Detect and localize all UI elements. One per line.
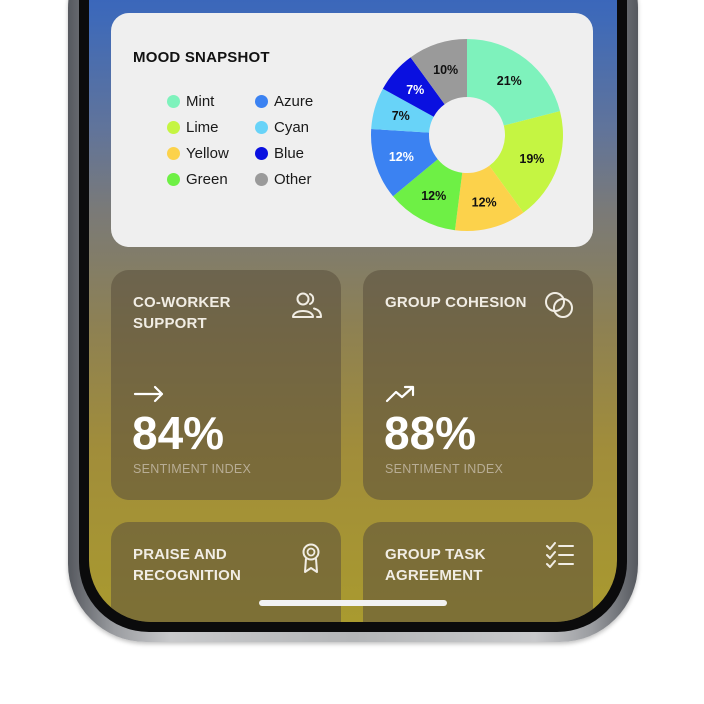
legend-swatch xyxy=(255,147,268,160)
donut-label-green: 12% xyxy=(421,189,446,203)
donut-slice-blue[interactable] xyxy=(382,57,445,117)
tile-subtitle: SENTIMENT INDEX xyxy=(133,462,252,476)
donut-label-lime: 19% xyxy=(519,152,544,166)
flat-arrow-icon xyxy=(133,385,164,403)
circles-icon xyxy=(545,292,573,318)
legend-label: Blue xyxy=(274,145,305,162)
phone-screen: MOOD SNAPSHOT Mint Lime Yellow Green Azure Cy… xyxy=(89,0,617,622)
tile-title: GROUP COHESION xyxy=(385,294,527,311)
checklist-icon xyxy=(546,542,574,568)
group-cohesion-tile[interactable]: GROUP COHESION 88% SENTIMENT INDEX xyxy=(363,270,593,500)
donut-slice-yellow[interactable] xyxy=(454,165,524,231)
legend-label: Green xyxy=(186,171,228,188)
donut-slice-other[interactable] xyxy=(410,39,467,105)
legend-label: Other xyxy=(274,171,312,188)
tile-subtitle: SENTIMENT INDEX xyxy=(385,462,504,476)
coworker-support-tile[interactable]: CO-WORKER SUPPORT 84% SENTIMENT INDEX xyxy=(111,270,341,500)
home-indicator[interactable] xyxy=(259,600,447,606)
donut-slice-lime[interactable] xyxy=(489,111,563,213)
donut-label-azure: 12% xyxy=(389,150,414,164)
donut-slice-mint[interactable] xyxy=(467,39,560,126)
tile-title: GROUP TASK AGREEMENT xyxy=(385,546,486,584)
donut-label-cyan: 7% xyxy=(392,109,410,123)
legend-swatch xyxy=(255,173,268,186)
legend-swatch xyxy=(255,121,268,134)
donut-label-yellow: 12% xyxy=(472,195,497,209)
group-task-agreement-tile[interactable]: GROUP TASK AGREEMENT xyxy=(363,522,593,622)
legend-swatch xyxy=(167,95,180,108)
donut-label-mint: 21% xyxy=(497,74,522,88)
legend-label: Yellow xyxy=(186,145,229,162)
mood-donut-chart[interactable]: 21% 19% 12% 12% 12% 7% 7% 10% xyxy=(367,35,567,235)
donut-slice-cyan[interactable] xyxy=(371,88,434,133)
legend-label: Cyan xyxy=(274,119,310,136)
legend-swatch xyxy=(167,121,180,134)
donut-label-other: 10% xyxy=(433,63,458,77)
legend-swatch xyxy=(167,147,180,160)
donut-label-blue: 7% xyxy=(406,83,424,97)
mood-snapshot-title: MOOD SNAPSHOT xyxy=(133,49,270,66)
coworker-support-value: 84% xyxy=(132,407,225,459)
trending-up-icon xyxy=(385,385,415,403)
legend-label: Mint xyxy=(186,93,215,110)
tile-title: CO-WORKER SUPPORT xyxy=(133,294,231,332)
award-icon xyxy=(302,543,320,573)
group-cohesion-value: 88% xyxy=(384,407,477,459)
praise-recognition-tile[interactable]: PRAISE AND RECOGNITION xyxy=(111,522,341,622)
users-icon xyxy=(292,292,322,318)
legend-label: Lime xyxy=(186,119,219,136)
donut-slice-azure[interactable] xyxy=(371,128,438,197)
legend-swatch xyxy=(167,173,180,186)
tile-title: PRAISE AND RECOGNITION xyxy=(133,546,242,584)
legend-swatch xyxy=(255,95,268,108)
mood-snapshot-card[interactable]: MOOD SNAPSHOT Mint Lime Yellow Green Azure Cy… xyxy=(111,13,593,247)
legend-label: Azure xyxy=(274,93,314,110)
donut-slice-green[interactable] xyxy=(393,159,463,231)
